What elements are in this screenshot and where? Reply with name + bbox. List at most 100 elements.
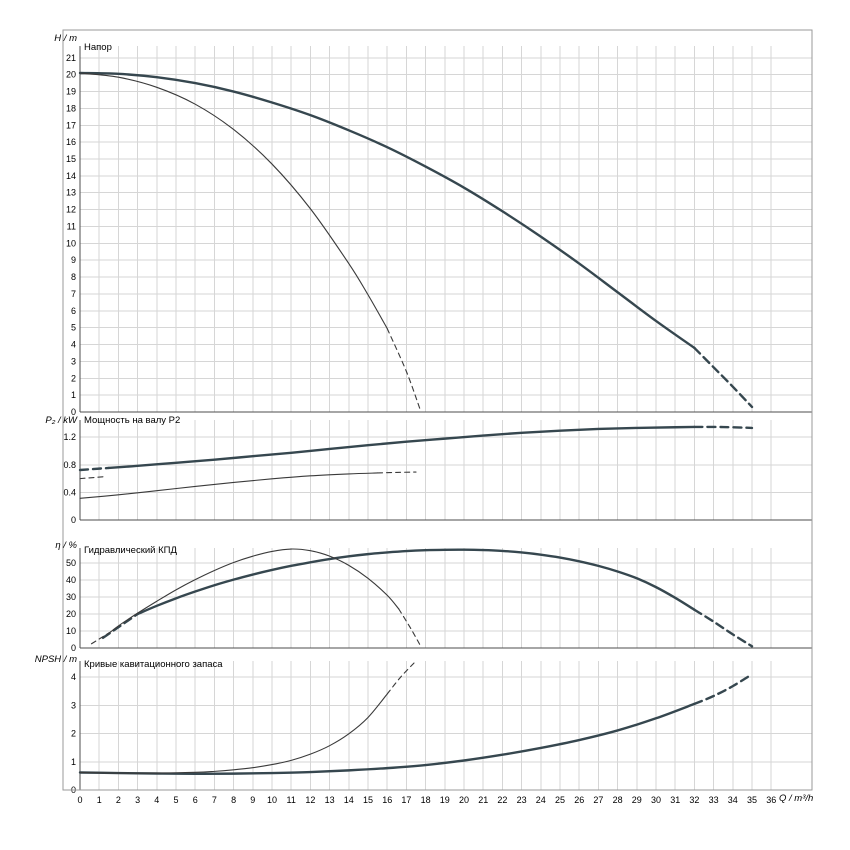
- x-tick-label: 25: [555, 795, 565, 805]
- power-low-speed-curve-dashed: [377, 471, 417, 474]
- x-tick-label: 1: [97, 795, 102, 805]
- x-tick-label: 23: [517, 795, 527, 805]
- x-tick-label: 19: [440, 795, 450, 805]
- y-tick-label: 19: [66, 87, 76, 97]
- x-tick-label: 34: [728, 795, 738, 805]
- efficiency-low-speed-curve-dashed: [398, 608, 421, 646]
- x-tick-label: 35: [747, 795, 757, 805]
- chart-title-npsh: Кривые кавитационного запаса: [84, 659, 223, 670]
- y-tick-label: 4: [71, 340, 76, 350]
- head-high-speed-curve-solid: [78, 71, 696, 350]
- y-tick-label: 20: [66, 609, 76, 619]
- chart-title-head: Напор: [84, 42, 112, 53]
- y-tick-label: 4: [71, 672, 76, 682]
- npsh-high-speed-curve-solid: [78, 702, 696, 775]
- power-low-speed-curve-dashed: [79, 476, 106, 480]
- y-tick-label: 0: [71, 643, 76, 653]
- y-tick-label: 50: [66, 558, 76, 568]
- y-tick-label: 30: [66, 592, 76, 602]
- x-tick-label: 20: [459, 795, 469, 805]
- x-tick-label: 32: [689, 795, 699, 805]
- x-tick-label: 5: [173, 795, 178, 805]
- efficiency-high-speed-curve-dashed: [101, 612, 139, 639]
- subplot-efficiency: 0 10 20 30 40 50: [66, 548, 812, 653]
- x-axis-title: Q / m³/h: [779, 793, 814, 804]
- y-tick-label: 21: [66, 53, 76, 63]
- y-tick-label: 3: [71, 700, 76, 710]
- y-tick-label: 2: [71, 729, 76, 739]
- x-tick-label: 3: [135, 795, 140, 805]
- x-tick-label: 6: [193, 795, 198, 805]
- subplot-power: 0 0.4 0.8 1.2: [63, 420, 812, 525]
- y-axis-title-head: H / m: [54, 33, 77, 44]
- y-tick-label: 10: [66, 238, 76, 248]
- efficiency-high-speed-curve-solid: [136, 548, 696, 616]
- power-high-speed-curve-dashed: [693, 425, 754, 430]
- power-high-speed-curve-solid: [107, 425, 696, 470]
- x-tick-label: 7: [212, 795, 217, 805]
- npsh-high-speed-curve-dashed: [693, 673, 754, 706]
- y-tick-label: 7: [71, 289, 76, 299]
- y-axis-title-npsh: NPSH / m: [34, 654, 77, 665]
- x-tick-label: 2: [116, 795, 121, 805]
- x-tick-label: 36: [766, 795, 776, 805]
- y-tick-label: 2: [71, 373, 76, 383]
- y-axis-title-power: P₂ / kW: [45, 415, 77, 426]
- y-tick-label: 40: [66, 575, 76, 585]
- x-tick-label: 31: [670, 795, 680, 805]
- x-tick-label: 15: [363, 795, 373, 805]
- x-tick-label: 21: [478, 795, 488, 805]
- y-tick-label: 18: [66, 103, 76, 113]
- x-tick-label: 10: [267, 795, 277, 805]
- npsh-low-speed-curve-solid: [79, 693, 388, 774]
- npsh-low-speed-curve-dashed: [386, 662, 415, 695]
- x-tick-label: 0: [77, 795, 82, 805]
- y-tick-label: 1: [71, 390, 76, 400]
- x-tick-label: 24: [536, 795, 546, 805]
- y-tick-label: 15: [66, 154, 76, 164]
- efficiency-high-speed-curve-dashed: [693, 608, 754, 648]
- y-tick-label: 0.4: [63, 487, 76, 497]
- x-tick-label: 28: [613, 795, 623, 805]
- y-tick-label: 8: [71, 272, 76, 282]
- y-tick-label: 9: [71, 255, 76, 265]
- x-tick-label: 8: [231, 795, 236, 805]
- head-low-speed-curve-solid: [79, 72, 388, 330]
- y-tick-label: 20: [66, 70, 76, 80]
- power-low-speed-curve-solid: [79, 472, 379, 499]
- y-tick-label: 3: [71, 356, 76, 366]
- head-low-speed-curve-dashed: [386, 327, 421, 410]
- y-tick-label: 5: [71, 323, 76, 333]
- x-tick-label: 29: [632, 795, 642, 805]
- x-axis-ticks: 0 1 2 3 4 5 6 7 8 9 10 11 12 13 14 15 16 17 18 19 20 21 22 23 24…: [77, 795, 776, 805]
- x-tick-label: 22: [497, 795, 507, 805]
- x-tick-label: 12: [305, 795, 315, 805]
- x-tick-label: 14: [344, 795, 354, 805]
- x-tick-label: 9: [250, 795, 255, 805]
- chart-title-power: Мощность на валу P2: [84, 415, 181, 426]
- y-tick-label: 14: [66, 171, 76, 181]
- x-tick-label: 17: [401, 795, 411, 805]
- x-tick-label: 4: [154, 795, 159, 805]
- chart-frame: [62, 29, 813, 791]
- efficiency-low-speed-curve-solid: [110, 548, 400, 633]
- power-high-speed-curve-dashed: [78, 466, 110, 472]
- y-tick-label: 6: [71, 306, 76, 316]
- x-tick-label: 18: [421, 795, 431, 805]
- y-tick-label: 11: [67, 221, 76, 231]
- y-tick-label: 0: [71, 515, 76, 525]
- y-axis-title-efficiency: η / %: [55, 540, 77, 551]
- y-tick-label: 16: [66, 137, 76, 147]
- x-tick-label: 33: [709, 795, 719, 805]
- x-tick-label: 26: [574, 795, 584, 805]
- y-tick-label: 1: [71, 757, 76, 767]
- x-tick-label: 30: [651, 795, 661, 805]
- y-tick-label: 12: [66, 205, 76, 215]
- x-tick-label: 27: [593, 795, 603, 805]
- y-tick-label: 10: [66, 626, 76, 636]
- y-tick-label: 1.2: [63, 432, 76, 442]
